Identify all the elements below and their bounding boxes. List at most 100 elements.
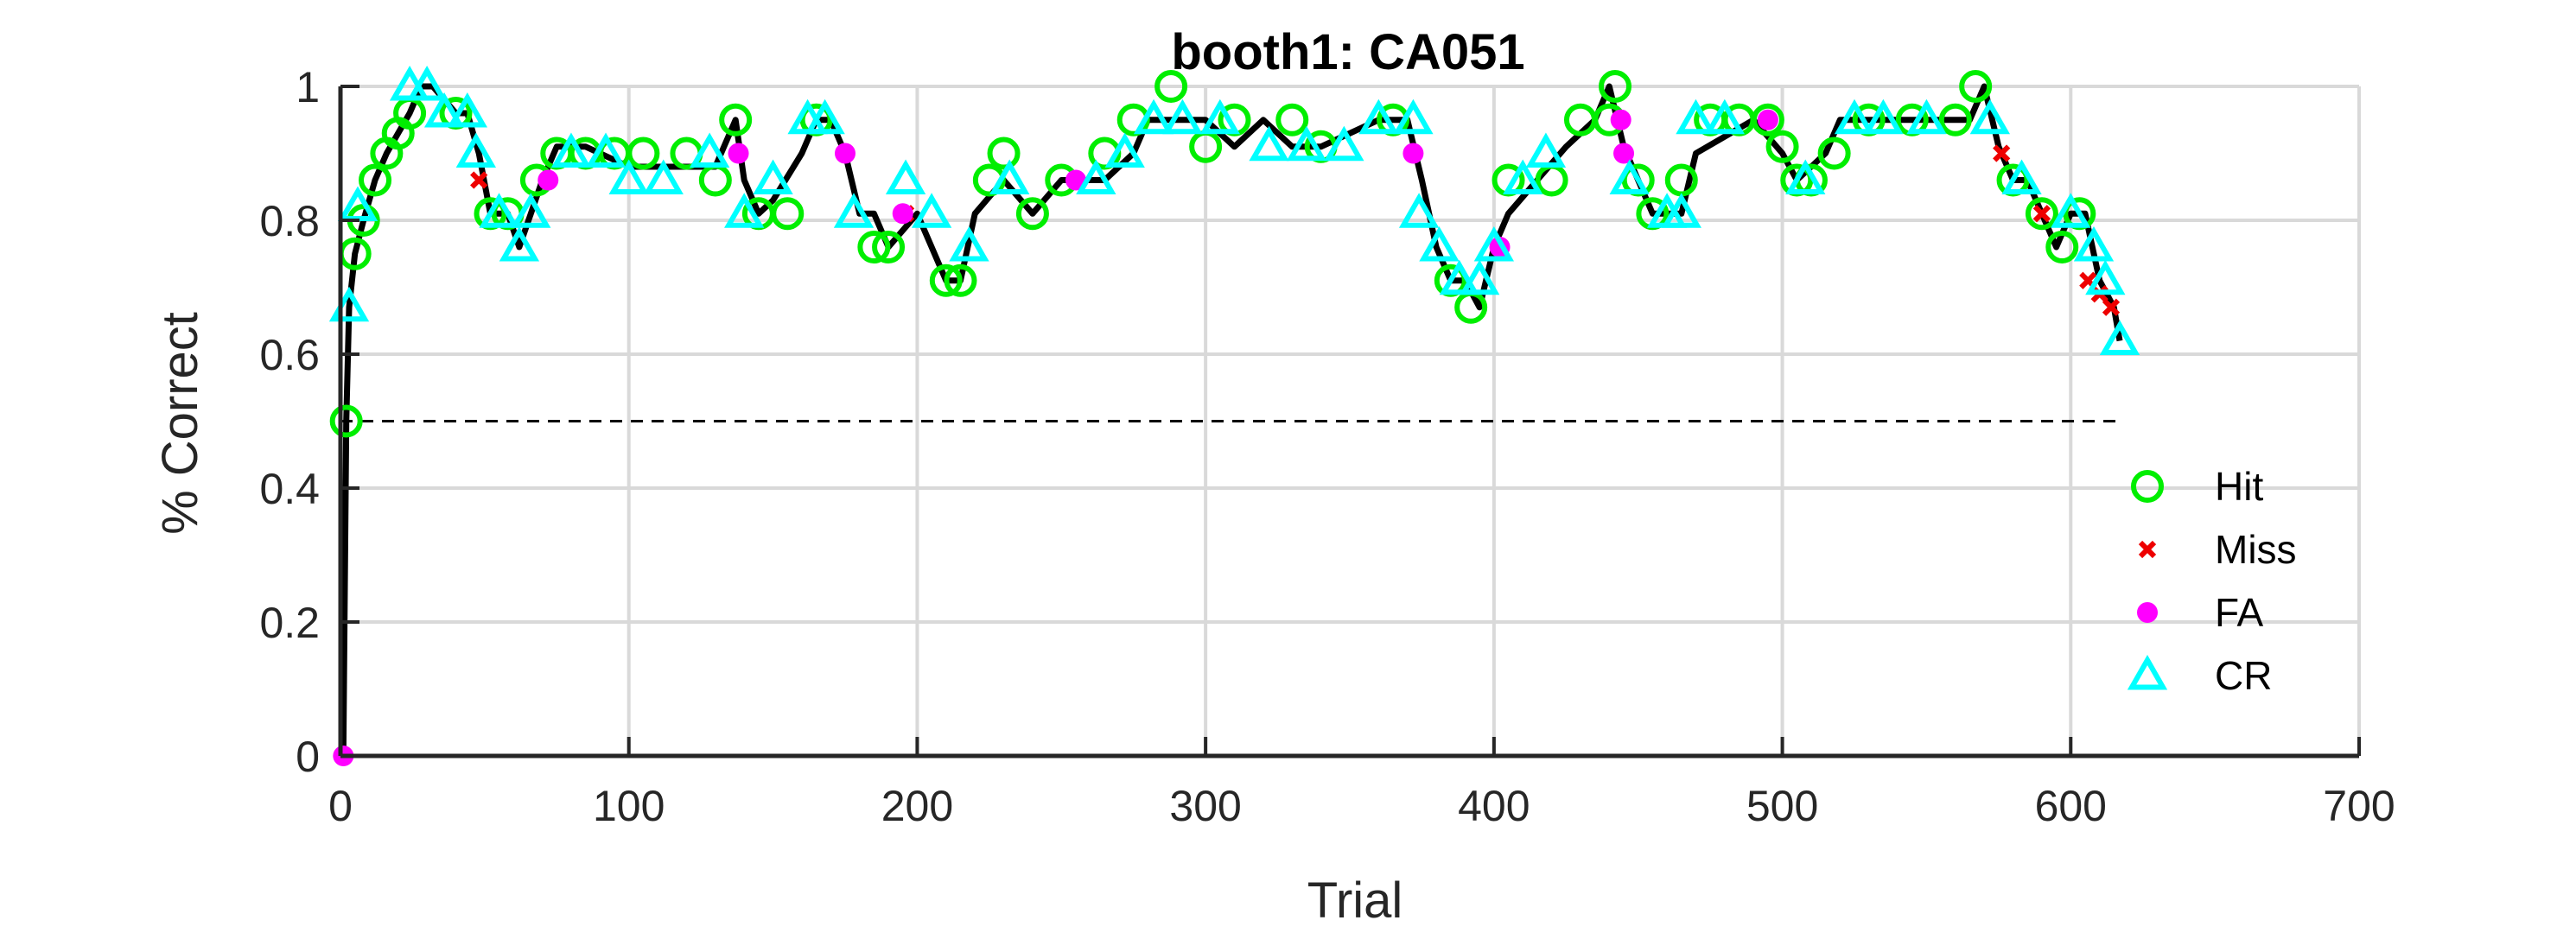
cr-marker <box>911 193 952 228</box>
cr-marker <box>1358 98 1399 135</box>
y-axis-label: % Correct <box>152 312 208 535</box>
cr-marker <box>1473 225 1515 262</box>
hit-marker <box>627 136 660 170</box>
cr-marker <box>1969 98 2011 135</box>
cr-marker <box>949 225 989 262</box>
cr-marker <box>608 159 649 194</box>
hit-marker <box>1751 103 1784 136</box>
hit-marker <box>329 404 363 438</box>
legend-hit-icon <box>2131 470 2164 503</box>
fa-marker <box>728 143 749 164</box>
cr-marker <box>447 92 488 128</box>
hit-marker <box>1535 163 1568 197</box>
cr-marker <box>1133 98 1174 135</box>
x-tick-label: 100 <box>593 782 665 830</box>
y-tick-label: 0.8 <box>259 197 320 245</box>
y-tick-label: 0.2 <box>259 599 320 647</box>
legend-label: Miss <box>2215 527 2297 572</box>
chart-title: booth1: CA051 <box>1171 24 1524 80</box>
x-tick-label: 500 <box>1746 782 1818 830</box>
tick-labels: 0 100 200 300 400 500 600 700 0 0.2 0.4 0.6 0.8 1 <box>259 63 2395 830</box>
hit-marker <box>987 136 1021 170</box>
hit-marker <box>698 163 732 197</box>
legend-miss-icon <box>2138 540 2157 559</box>
axes <box>338 85 2361 758</box>
cr-marker <box>1863 98 1904 135</box>
cr-marker <box>885 159 926 194</box>
hit-marker <box>1959 70 1993 103</box>
y-tick-label: 1 <box>296 63 320 111</box>
cr-marker <box>1104 132 1145 168</box>
cr-marker <box>1460 259 1500 295</box>
legend-label: Hit <box>2215 464 2263 509</box>
cr-marker <box>1199 98 1240 135</box>
series-cr <box>328 65 2140 355</box>
cr-marker <box>2073 225 2115 262</box>
hit-marker <box>1599 70 1632 103</box>
legend-item-hit: Hit <box>2131 464 2263 509</box>
y-tick-label: 0.4 <box>259 465 320 513</box>
cr-marker <box>2085 259 2126 295</box>
cr-marker <box>499 225 540 262</box>
hit-marker <box>1275 103 1309 136</box>
miss-marker <box>2102 298 2121 316</box>
hit-marker <box>771 197 805 231</box>
cr-marker <box>1503 159 1543 194</box>
legend-item-miss: Miss <box>2138 527 2297 572</box>
cr-marker <box>805 98 845 135</box>
cr-marker <box>1661 193 1701 228</box>
cr-marker <box>1324 125 1364 162</box>
hit-marker <box>1938 103 1972 136</box>
performance-curve-line <box>340 83 2123 757</box>
fa-marker <box>1613 143 1635 164</box>
cr-marker <box>2051 193 2091 228</box>
hit-marker <box>359 163 392 197</box>
hit-marker <box>944 263 977 297</box>
cr-marker <box>1785 159 1826 194</box>
hit-marker <box>1765 130 1799 163</box>
cr-marker <box>423 92 465 128</box>
cr-marker <box>989 159 1030 194</box>
cr-marker <box>689 132 730 168</box>
hit-marker <box>1154 70 1188 103</box>
performance-curve <box>340 83 2123 757</box>
x-tick-label: 600 <box>2035 782 2107 830</box>
hit-marker <box>2025 197 2058 231</box>
cr-marker <box>2001 159 2042 194</box>
fa-marker <box>1402 143 1424 164</box>
cr-marker <box>406 65 448 101</box>
fa-marker <box>1610 109 1631 130</box>
x-tick-label: 200 <box>881 782 953 830</box>
cr-marker <box>643 159 684 194</box>
miss-marker <box>470 171 488 189</box>
cr-marker <box>1076 159 1116 194</box>
cr-marker <box>1906 98 1947 135</box>
fa-marker <box>892 203 913 225</box>
cr-marker <box>1439 259 1479 295</box>
miss-marker <box>2032 205 2051 223</box>
fa-marker <box>1757 109 1778 130</box>
fa-marker <box>835 143 855 164</box>
x-tick-label: 700 <box>2323 782 2395 830</box>
cr-marker <box>1704 98 1745 135</box>
legend-cr-icon <box>2127 654 2168 690</box>
miss-marker <box>1993 144 2011 162</box>
cr-marker <box>479 193 519 228</box>
hit-marker <box>2045 231 2079 263</box>
hit-marker <box>857 231 891 263</box>
legend: Hit Miss FA CR <box>2127 464 2297 698</box>
hit-marker <box>1817 136 1851 170</box>
cr-marker <box>1398 193 1440 228</box>
cr-marker <box>550 132 592 168</box>
legend-label: FA <box>2215 590 2264 635</box>
cr-marker <box>1393 98 1434 135</box>
cr-marker <box>1609 159 1650 194</box>
cr-marker <box>585 132 627 168</box>
legend-fa-icon <box>2137 602 2158 623</box>
hit-marker <box>1015 197 1049 231</box>
cr-marker <box>2099 320 2140 355</box>
x-axis-label: Trial <box>1307 873 1403 929</box>
legend-item-fa: FA <box>2137 590 2264 635</box>
